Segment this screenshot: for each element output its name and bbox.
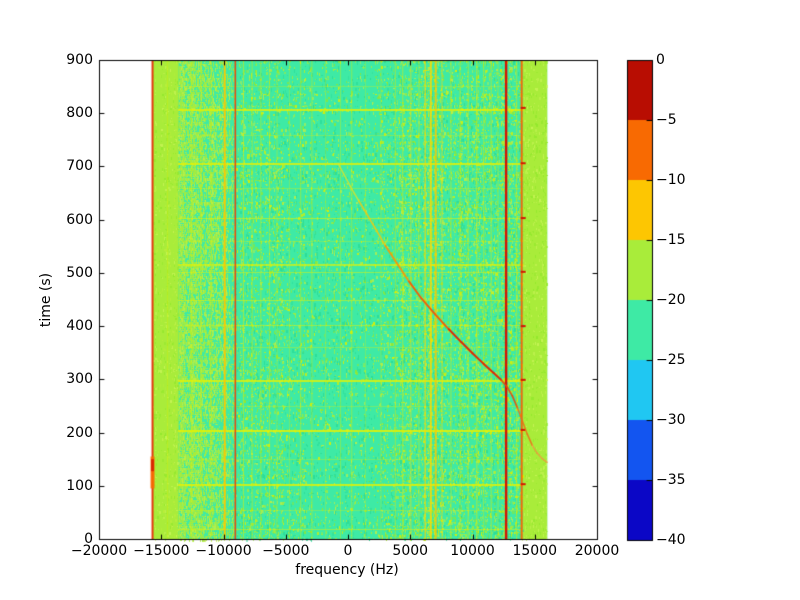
x-tick-label: 5000 (392, 543, 429, 559)
x-tick-label: −15000 (133, 543, 190, 559)
x-tick-label: 10000 (450, 543, 495, 559)
colorbar-tick-label: −15 (656, 232, 686, 248)
colorbar-tick-label: 0 (656, 52, 665, 68)
y-tick-label: 700 (66, 158, 93, 175)
y-tick-label: 900 (66, 52, 93, 68)
x-tick-label: −5000 (262, 543, 310, 559)
y-tick-label: 200 (66, 424, 93, 441)
x-tick-label: 15000 (512, 543, 558, 559)
y-tick-label: 0 (84, 531, 93, 547)
y-tick-label: 600 (66, 211, 93, 228)
x-tick-label: 20000 (574, 543, 620, 559)
y-tick-label: 400 (66, 318, 93, 335)
colorbar-tick-label: −20 (656, 292, 686, 308)
y-tick-label: 800 (66, 105, 93, 122)
y-tick-label: 100 (66, 477, 93, 494)
x-axis-label: frequency (Hz) (295, 562, 399, 578)
x-tick-label: −20000 (70, 543, 128, 559)
colorbar-tick-label: −30 (656, 412, 686, 428)
y-tick-label: 300 (66, 371, 93, 388)
colorbar-tick-label: −35 (656, 472, 686, 488)
colorbar-tick-label: −5 (656, 112, 677, 128)
colorbar-tick-label: −25 (656, 352, 686, 368)
x-tick-label: 0 (343, 543, 353, 559)
colorbar-tick-label: −40 (656, 532, 686, 548)
colorbar-tick-label: −10 (656, 172, 686, 188)
y-tick-label: 500 (66, 264, 93, 281)
x-tick-label: −10000 (195, 543, 252, 559)
